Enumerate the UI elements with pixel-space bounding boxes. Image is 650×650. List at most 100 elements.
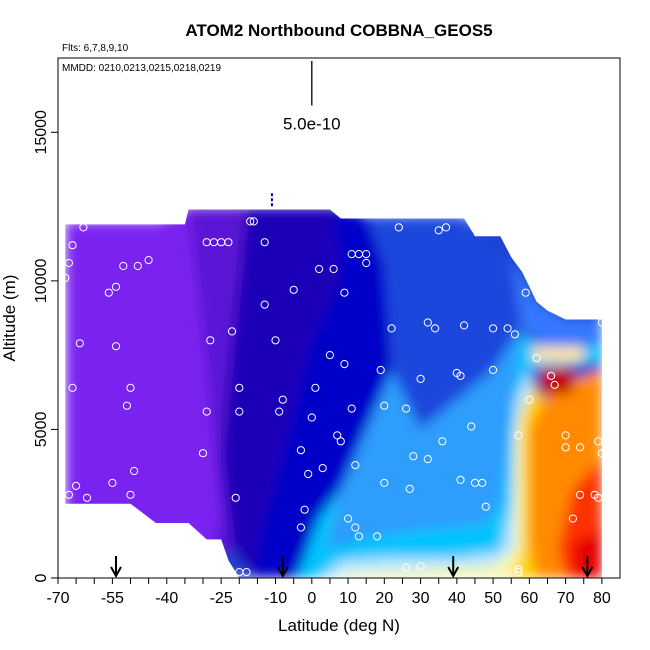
latitude-arrow (447, 556, 460, 579)
sample-point (532, 354, 541, 363)
sample-point (224, 238, 233, 247)
sample-point (362, 250, 371, 259)
sample-point (354, 532, 363, 541)
heat-region (326, 325, 523, 549)
sample-point (235, 407, 244, 416)
sample-point (198, 449, 208, 458)
sample-point (296, 523, 305, 532)
sample-point (561, 443, 570, 452)
sample-point (271, 336, 280, 345)
sample-point (376, 365, 385, 375)
sample-point (249, 217, 258, 226)
sample-point (333, 431, 342, 440)
heat-region (65, 209, 222, 578)
y-tick-label: 0 (33, 573, 50, 582)
y-tick-label: 15000 (33, 110, 50, 155)
sample-point (561, 431, 570, 440)
sample-point (394, 223, 403, 232)
arrow-head (110, 566, 122, 579)
sample-point (423, 318, 432, 327)
sample-point (126, 490, 135, 499)
x-axis-label: Latitude (deg N) (278, 616, 400, 635)
sample-point (416, 374, 425, 383)
heat-region (188, 209, 247, 578)
sample-point (126, 383, 135, 392)
y-axis: 0 5000 10000 15000 (33, 110, 58, 582)
sample-point (64, 490, 74, 499)
chart-title: ATOM2 Northbound COBBNA_GEOS5 (185, 21, 492, 40)
sample-point (344, 514, 353, 523)
latitude-arrow (581, 556, 594, 579)
x-tick-label: 10 (339, 590, 357, 607)
sample-point (547, 371, 556, 380)
x-tick-label: 40 (448, 590, 466, 607)
sample-point (61, 273, 70, 282)
scale-bar: 5.0e-10 (283, 60, 341, 134)
sample-point (434, 226, 443, 235)
sample-point (568, 514, 578, 523)
heat-region (529, 370, 602, 578)
sample-point (362, 258, 371, 268)
heatmap-field (65, 209, 602, 578)
sample-point (231, 493, 240, 502)
x-tick-label: -10 (264, 590, 287, 607)
sample-point (130, 466, 139, 476)
sample-point (304, 469, 313, 479)
sample-point (380, 401, 389, 410)
sample-point (405, 484, 414, 493)
heat-region (540, 367, 573, 394)
x-tick-label: 0 (307, 590, 316, 607)
sample-point (597, 318, 607, 327)
sample-point (347, 404, 356, 413)
sample-point (246, 217, 255, 226)
sample-point (380, 478, 389, 487)
sample-point (456, 475, 465, 484)
scale-bar-label: 5.0e-10 (283, 115, 341, 134)
dates-label: MMDD: 0210,0213,0215,0218,0219 (62, 63, 221, 74)
sample-point (82, 493, 92, 502)
sample-point (402, 563, 411, 572)
x-tick-label: 80 (593, 590, 611, 607)
sample-point (478, 478, 487, 487)
x-tick-label: 30 (412, 590, 430, 607)
sample-point (289, 285, 298, 294)
sample-point (340, 360, 349, 369)
sample-point (307, 413, 316, 422)
x-tick-label: -70 (46, 590, 69, 607)
sample-point (296, 446, 305, 455)
heat-region (511, 257, 602, 353)
sample-point (111, 342, 121, 351)
x-axis: -70 -55 -40 -25 -10 0 10 20 30 40 50 60 70 80 (46, 578, 611, 607)
plot-frame (57, 57, 621, 579)
latitude-arrow (110, 556, 122, 579)
sample-point (481, 502, 490, 511)
heat-region (511, 384, 544, 578)
arrow-head (447, 566, 460, 579)
sample-point (594, 437, 603, 446)
heat-region (253, 209, 392, 578)
sample-point (514, 568, 523, 577)
sample-point (423, 455, 432, 464)
heatmap-colors (65, 209, 602, 578)
sample-point (597, 449, 607, 458)
sample-point (242, 568, 251, 577)
sample-point (144, 256, 153, 265)
sample-point (351, 461, 360, 470)
sample-point (278, 395, 287, 404)
y-tick-label: 10000 (33, 259, 50, 304)
sample-point (340, 288, 349, 297)
sample-point (373, 532, 382, 541)
latitude-arrows (110, 556, 594, 579)
sample-point (416, 562, 425, 571)
sample-point (318, 464, 327, 473)
sample-point (431, 324, 440, 333)
sample-point (460, 321, 469, 330)
sample-point (235, 383, 244, 392)
sample-point (503, 324, 512, 333)
sample-point (122, 401, 132, 410)
sample-point (550, 380, 559, 389)
x-tick-label: 20 (375, 590, 393, 607)
x-tick-label: -25 (210, 590, 233, 607)
sample-point (300, 505, 309, 514)
